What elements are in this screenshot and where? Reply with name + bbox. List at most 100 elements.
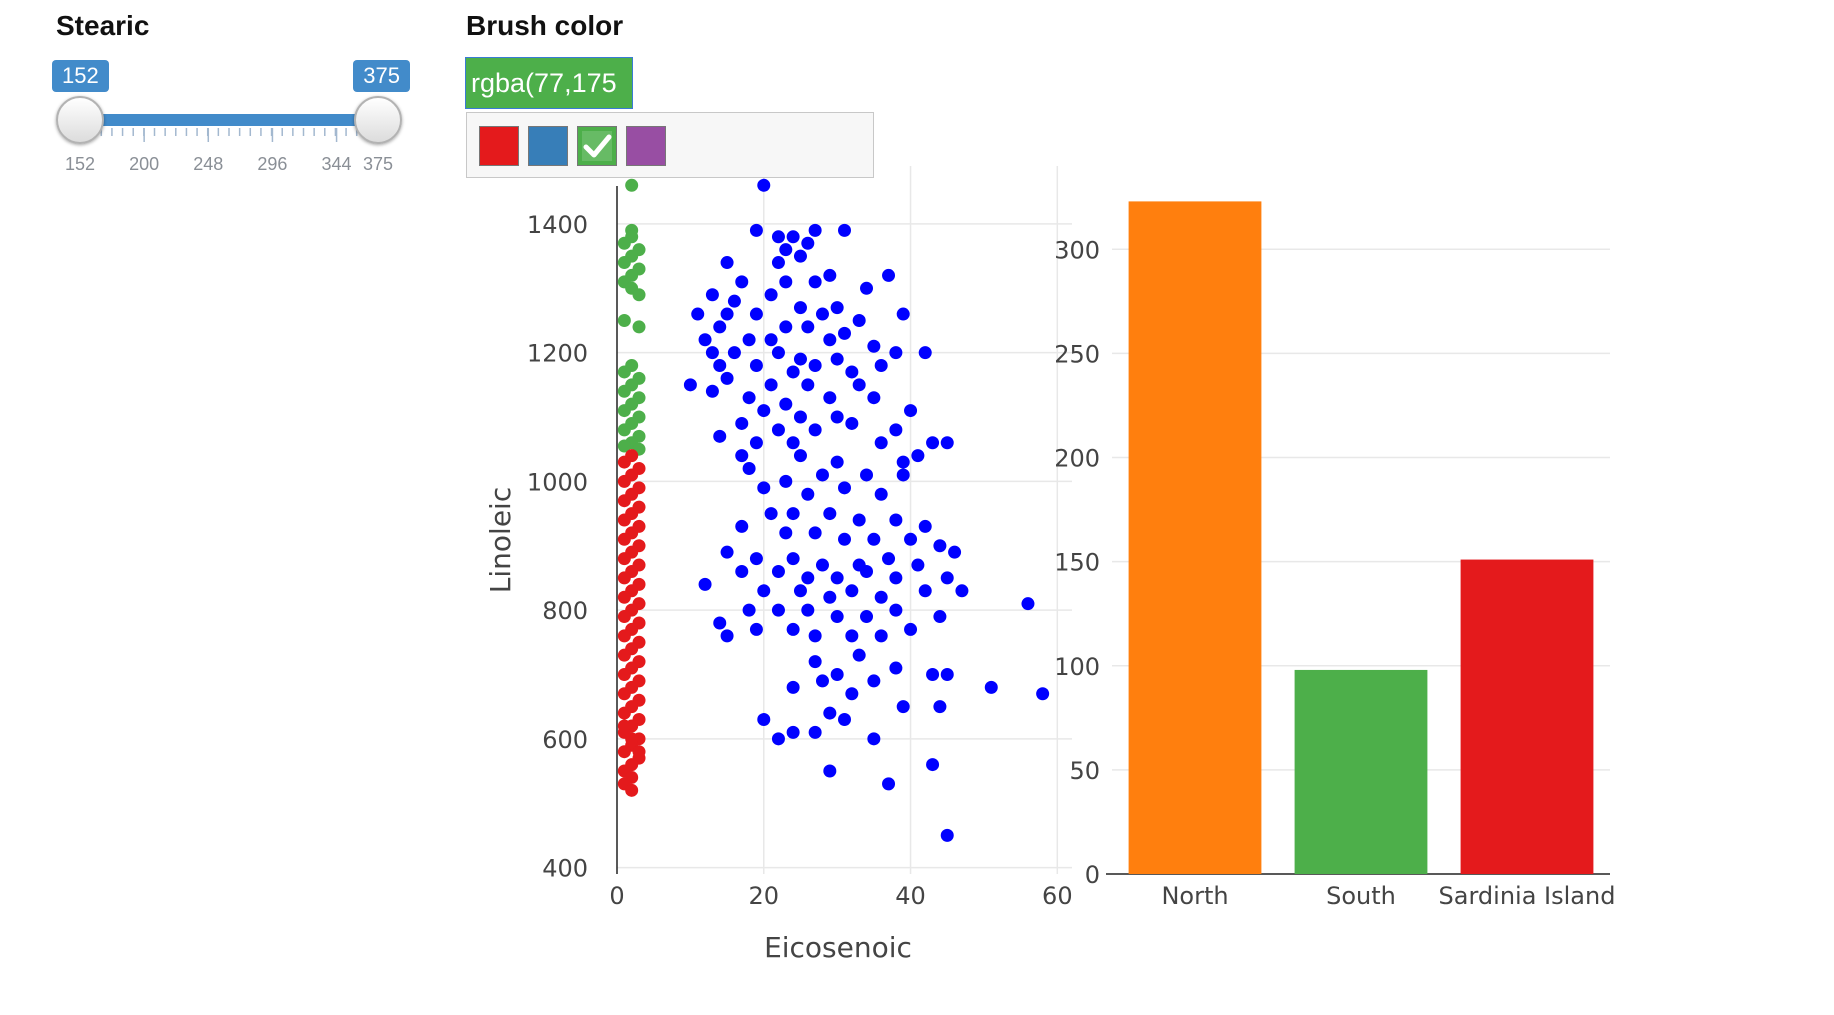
scatter-point bbox=[617, 532, 631, 546]
scatter-point bbox=[727, 294, 741, 308]
scatter-point bbox=[742, 462, 756, 476]
scatter-point bbox=[757, 404, 771, 418]
scatter-y-axis-title: Linoleic bbox=[484, 487, 517, 593]
swatch-blue[interactable] bbox=[528, 126, 568, 166]
scatter-point bbox=[874, 436, 888, 450]
scatter-point bbox=[808, 359, 822, 373]
scatter-point bbox=[808, 275, 822, 289]
scatter-point bbox=[867, 532, 881, 546]
scatter-point bbox=[830, 455, 844, 469]
scatter-point bbox=[801, 487, 815, 501]
scatter-point bbox=[896, 307, 910, 321]
scatter-point bbox=[625, 783, 639, 797]
scatter-point bbox=[617, 384, 631, 398]
scatter-point bbox=[838, 326, 851, 340]
scatter-point bbox=[617, 439, 631, 453]
scatter-point bbox=[845, 365, 859, 379]
stearic-label: Stearic bbox=[56, 10, 150, 41]
scatter-point bbox=[852, 378, 866, 392]
slider-from-handle[interactable] bbox=[56, 96, 104, 144]
brush-color-label: Brush color bbox=[466, 10, 624, 41]
scatter-point bbox=[889, 571, 903, 585]
scatter-point bbox=[698, 577, 712, 591]
scatter-point bbox=[815, 674, 829, 688]
scatter-point bbox=[808, 629, 822, 643]
scatter-point bbox=[786, 365, 800, 379]
bar-y-tick-label: 300 bbox=[1054, 236, 1100, 264]
scatter-point bbox=[617, 552, 631, 566]
bar-category-label: South bbox=[1326, 882, 1396, 910]
scatter-point bbox=[793, 249, 807, 263]
scatter-plot-area[interactable] bbox=[617, 178, 1050, 842]
scatter-point bbox=[793, 584, 807, 598]
scatter-point bbox=[720, 256, 734, 270]
scatter-point bbox=[757, 584, 771, 598]
scatter-point bbox=[815, 468, 829, 482]
bar-sardinia-island bbox=[1460, 559, 1594, 874]
scatter-point bbox=[808, 526, 822, 540]
scatter-point bbox=[911, 558, 925, 572]
scatter-point bbox=[1036, 687, 1050, 701]
swatch-green[interactable] bbox=[577, 126, 617, 166]
scatter-point bbox=[904, 532, 918, 546]
scatter-point bbox=[896, 455, 910, 469]
swatch-red[interactable] bbox=[479, 126, 519, 166]
brush-color-input[interactable]: rgba(77,175 bbox=[465, 57, 633, 109]
swatch-purple[interactable] bbox=[626, 126, 666, 166]
scatter-point bbox=[757, 178, 771, 192]
scatter-point bbox=[801, 236, 815, 250]
scatter-point bbox=[698, 333, 712, 347]
scatter-x-tick-label: 0 bbox=[609, 882, 624, 910]
bar-south bbox=[1294, 669, 1428, 874]
bar-y-tick-label: 100 bbox=[1054, 653, 1100, 681]
scatter-point bbox=[860, 610, 874, 624]
scatter-point bbox=[896, 468, 910, 482]
slider-to-handle[interactable] bbox=[354, 96, 402, 144]
scatter-point bbox=[793, 449, 807, 463]
scatter-point bbox=[948, 545, 962, 559]
scatter-y-tick-label: 1400 bbox=[527, 211, 588, 239]
scatter-point bbox=[933, 700, 947, 714]
bar-plot-area[interactable] bbox=[1128, 201, 1594, 874]
stearic-range-slider[interactable]: 152 375 152 200 248 296 344 375 bbox=[50, 56, 410, 186]
scatter-point bbox=[749, 307, 763, 321]
scatter-point bbox=[617, 256, 631, 270]
scatter-point bbox=[764, 333, 778, 347]
scatter-point bbox=[815, 307, 829, 321]
scatter-point bbox=[955, 584, 969, 598]
scatter-point bbox=[852, 313, 866, 327]
scatter-x-axis-title: Eicosenoic bbox=[764, 931, 912, 964]
scatter-y-tick-label: 400 bbox=[542, 855, 588, 883]
scatter-point bbox=[830, 667, 844, 681]
scatter-point bbox=[779, 320, 793, 334]
scatter-point bbox=[735, 416, 749, 430]
scatter-point bbox=[617, 494, 631, 508]
scatter-point bbox=[882, 777, 896, 791]
scatter-point bbox=[793, 301, 807, 315]
bar-y-tick-label: 250 bbox=[1054, 340, 1100, 368]
bar-y-tick-label: 200 bbox=[1054, 445, 1100, 473]
scatter-point bbox=[830, 410, 844, 424]
scatter-point bbox=[852, 648, 866, 662]
scatter-point bbox=[617, 455, 631, 469]
scatter-point bbox=[838, 713, 851, 727]
scatter-point bbox=[720, 371, 734, 385]
scatter-point bbox=[617, 513, 631, 527]
scatter-point bbox=[940, 667, 954, 681]
scatter-point bbox=[904, 622, 918, 636]
scatter-point bbox=[801, 603, 815, 617]
slider-selected-range bbox=[80, 114, 378, 126]
scatter-point bbox=[713, 429, 727, 443]
brush-color-palette bbox=[466, 112, 874, 178]
scatter-point bbox=[933, 539, 947, 553]
bar-y-tick-label: 150 bbox=[1054, 549, 1100, 577]
scatter-point bbox=[830, 352, 844, 366]
scatter-point bbox=[713, 359, 727, 373]
scatter-point bbox=[786, 725, 800, 739]
scatter-point bbox=[735, 449, 749, 463]
scatter-point bbox=[764, 507, 778, 521]
scatter-point bbox=[889, 346, 903, 360]
scatter-point bbox=[617, 719, 631, 733]
scatter-point bbox=[735, 275, 749, 289]
scatter-point bbox=[874, 590, 888, 604]
